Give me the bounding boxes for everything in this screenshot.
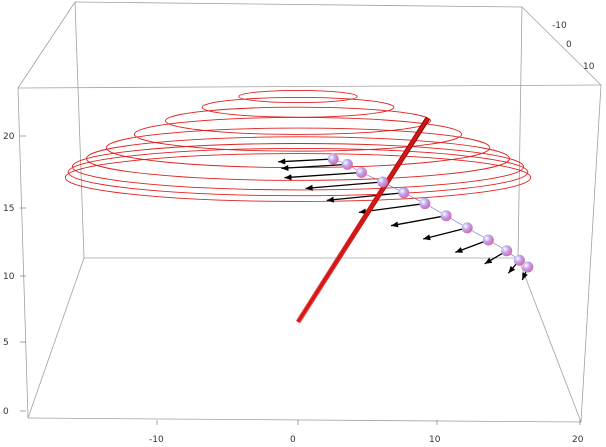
bead	[398, 187, 410, 199]
arrow-head	[455, 247, 463, 253]
x-tick-label: 0	[290, 435, 296, 445]
ring	[165, 106, 431, 135]
arrow-head	[281, 164, 289, 171]
arrow-head	[358, 208, 367, 215]
bounding-box	[17, 1, 602, 423]
box-edge	[517, 257, 582, 423]
rod-core	[296, 117, 430, 323]
z-tick-label: 0	[3, 407, 9, 417]
z-tick-label: 15	[3, 204, 14, 214]
beads	[327, 153, 534, 273]
velocity-arrow	[326, 192, 404, 201]
arrow-head	[484, 257, 493, 264]
velocity-arrow	[281, 163, 348, 170]
arrow-head	[278, 158, 286, 165]
ring	[67, 148, 529, 197]
bead	[482, 234, 494, 246]
bead	[327, 153, 339, 165]
bead	[355, 167, 367, 178]
axis-ticks: 0 5 10 15 20 -10 0 10 20 -10 0 10	[3, 21, 595, 445]
z-tick-label: 10	[3, 272, 15, 282]
rings	[64, 89, 532, 202]
bead	[501, 245, 513, 257]
box-edge	[27, 417, 582, 423]
box-edge	[17, 1, 76, 89]
x-tick-label: 10	[429, 435, 441, 445]
box-edge	[580, 84, 602, 423]
rod-group	[295, 116, 431, 324]
arrow-head	[423, 234, 431, 241]
box-edge	[74, 1, 85, 259]
arrow-head	[305, 184, 313, 191]
velocity-arrow	[284, 171, 362, 179]
z-tick-label: 5	[3, 338, 9, 348]
arrow-head	[284, 174, 292, 181]
box-edge	[17, 84, 602, 89]
bead	[513, 254, 525, 266]
arrow-head	[326, 196, 335, 203]
ring	[238, 89, 358, 104]
bead	[461, 222, 473, 234]
x-tick-label: -10	[149, 435, 164, 445]
box-edge	[74, 1, 523, 8]
box-edge	[517, 6, 523, 259]
ring	[86, 136, 510, 181]
velocity-arrow	[305, 181, 383, 189]
y-tick-label: 10	[583, 62, 595, 72]
velocity-arrows	[278, 158, 529, 281]
velocity-arrow	[423, 227, 468, 240]
bead	[419, 198, 431, 210]
x-tick-label: 20	[572, 435, 584, 445]
y-tick-label: -10	[552, 21, 567, 31]
box-edge	[17, 87, 29, 419]
arrow-head	[508, 265, 516, 274]
bead	[522, 261, 534, 273]
bead	[341, 158, 353, 170]
bead	[377, 176, 389, 188]
box-edge	[521, 6, 602, 86]
ring	[64, 153, 532, 202]
velocity-arrow	[278, 158, 334, 163]
bead	[440, 210, 452, 222]
ring	[201, 96, 395, 118]
arrow-head	[391, 221, 399, 228]
arrow-head	[522, 272, 528, 280]
z-tick-label: 20	[3, 132, 15, 142]
velocity-arrow	[390, 215, 447, 227]
box-edge	[27, 257, 85, 419]
ring	[71, 143, 525, 191]
y-tick-label: 0	[566, 40, 572, 50]
